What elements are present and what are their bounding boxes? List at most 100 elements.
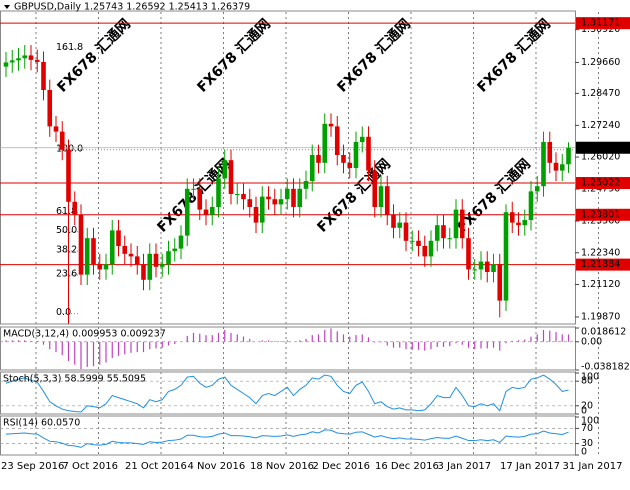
candle-body xyxy=(341,155,346,163)
x-tick-label: 3 Jan 2017 xyxy=(438,461,492,472)
candle-body xyxy=(41,61,46,90)
candle-body xyxy=(522,220,528,226)
y-tick-label: 70 xyxy=(581,423,593,434)
candle-body xyxy=(453,209,459,239)
level-tag xyxy=(576,258,630,271)
candle-body xyxy=(559,164,565,171)
y-tick-label: -0.038182 xyxy=(581,362,630,373)
candle-body xyxy=(209,207,215,215)
line xyxy=(5,429,569,448)
candle-body xyxy=(84,238,90,275)
panel-title: Stoch(5,3,3) 58.5999 55.5095 xyxy=(3,374,146,385)
x-tick-label: 23 Sep 2016 xyxy=(1,461,64,472)
fib-label: 161.8 xyxy=(56,42,83,53)
y-tick-label: 100 xyxy=(581,416,599,427)
fib-label: 23.6 xyxy=(56,268,77,279)
level-label: 1.21884 xyxy=(581,259,620,270)
x-tick-label: 2 Dec 2016 xyxy=(313,461,371,472)
candle-body xyxy=(409,240,415,242)
candle-body xyxy=(34,59,40,62)
panel-border xyxy=(0,10,576,325)
candle-body xyxy=(291,188,296,207)
candle-body xyxy=(566,147,571,165)
candle-body xyxy=(166,251,171,265)
x-tick-label: 16 Dec 2016 xyxy=(375,461,439,472)
candle-body xyxy=(347,162,353,168)
candle-body xyxy=(234,194,240,195)
candle-body xyxy=(491,264,496,272)
last-price-tag xyxy=(576,141,630,154)
y-tick-label: 30 xyxy=(581,438,593,449)
line xyxy=(5,374,569,413)
candle-body xyxy=(359,136,365,142)
candle-body xyxy=(416,240,421,246)
y-tick-label: 80 xyxy=(581,376,593,387)
candle-body xyxy=(547,142,553,163)
x-tick-label: 17 Jan 2017 xyxy=(500,461,560,472)
candle-body xyxy=(172,248,178,252)
candle-body xyxy=(334,126,340,155)
candle-body xyxy=(203,209,209,215)
last-price-label: 1.26379 xyxy=(581,142,620,153)
candle-body xyxy=(228,160,234,194)
fib-label: 0.0 xyxy=(56,307,71,318)
candle-body xyxy=(484,261,490,272)
candle-body xyxy=(59,131,65,150)
level-tag xyxy=(576,208,630,221)
panel-border xyxy=(0,371,576,415)
y-tick-label: 1.28470 xyxy=(581,88,620,99)
y-tick-label: 0 xyxy=(581,447,587,458)
candle-body xyxy=(428,240,434,257)
candle-body xyxy=(153,253,159,267)
y-tick-label: 1.19870 xyxy=(581,311,620,322)
y-tick-label: 1.26020 xyxy=(581,152,620,163)
candle-body xyxy=(197,188,203,210)
panel-title: MACD(3,12,4) 0.009953 0.009237 xyxy=(3,329,166,340)
x-tick-label: 4 Nov 2016 xyxy=(188,461,246,472)
candle-body xyxy=(397,222,403,228)
panel-border xyxy=(0,326,576,371)
chart-title: GBPUSD,Daily 1.25743 1.26592 1.25413 1.2… xyxy=(14,2,250,13)
candle-body xyxy=(159,264,165,267)
candle-body xyxy=(253,207,259,223)
candle-body xyxy=(309,155,315,181)
y-tick-label: 1.21120 xyxy=(581,279,620,290)
title-arrow xyxy=(4,5,10,9)
candle-body xyxy=(134,256,140,265)
x-tick-label: 7 Oct 2016 xyxy=(63,461,118,472)
y-tick-label: 0.018612 xyxy=(581,327,626,338)
candle-body xyxy=(72,201,78,215)
candle-body xyxy=(316,155,321,163)
candle-body xyxy=(184,188,190,236)
candle-body xyxy=(478,261,484,270)
x-tick-label: 31 Jan 2017 xyxy=(563,461,623,472)
candle-body xyxy=(278,199,284,205)
y-tick-label: 20 xyxy=(581,400,593,411)
candle-body xyxy=(147,253,153,280)
candle-body xyxy=(541,142,546,187)
candle-body xyxy=(322,123,328,163)
fib-label: 50.0 xyxy=(56,225,77,236)
candle-body xyxy=(116,230,121,246)
candle-body xyxy=(216,178,221,207)
candle-body xyxy=(109,230,115,265)
y-tick-label: 1.30920 xyxy=(581,24,620,35)
panel-border xyxy=(0,415,576,456)
x-tick-label: 18 Nov 2016 xyxy=(250,461,314,472)
candle-body xyxy=(22,55,28,59)
y-tick-label: 1.22340 xyxy=(581,247,620,258)
candle-body xyxy=(178,235,184,249)
candle-body xyxy=(247,199,253,207)
y-tick-label: 1.23560 xyxy=(581,216,620,227)
candle-body xyxy=(141,264,146,280)
candle-body xyxy=(297,188,303,207)
candle-body xyxy=(47,90,53,127)
fib-label: 38.2 xyxy=(56,244,77,255)
candle-body xyxy=(528,191,534,220)
candle-body xyxy=(222,160,228,179)
candle-body xyxy=(497,264,503,301)
y-tick-label: 0 xyxy=(581,406,587,417)
candle-body xyxy=(28,55,34,60)
